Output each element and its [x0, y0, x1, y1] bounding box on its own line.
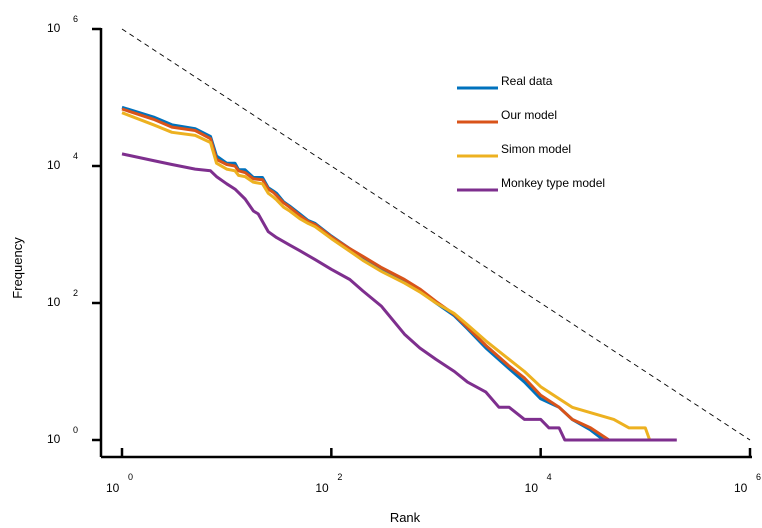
- x-tick-exponent: 6: [756, 472, 761, 482]
- y-tick-label: 10: [47, 295, 61, 309]
- x-tick-exponent: 4: [547, 472, 552, 482]
- legend-label: Monkey type model: [501, 176, 605, 190]
- series-line-real-data: [121, 105, 606, 442]
- y-tick-labels: 10 0 10 2 10 4 10 6: [47, 14, 101, 446]
- legend-label: Real data: [501, 74, 553, 88]
- x-tick-labels: 10 0 10 2 10 4 10 6: [106, 448, 761, 495]
- x-tick-exponent: 2: [337, 472, 342, 482]
- y-axis-label: Frequency: [10, 237, 25, 299]
- y-tick-exponent: 4: [73, 151, 78, 161]
- y-tick-label: 10: [47, 158, 61, 172]
- x-tick-label: 10: [315, 481, 329, 495]
- legend: Real data Our model Simon model Monkey type…: [457, 74, 605, 192]
- y-tick-exponent: 6: [73, 14, 78, 24]
- reference-line-layer: [121, 28, 751, 441]
- x-tick-exponent: 0: [128, 472, 133, 482]
- series-line-simon-model: [121, 111, 652, 441]
- x-tick-label: 10: [525, 481, 539, 495]
- series-line-our-model: [121, 107, 614, 442]
- series-layer: [121, 105, 677, 442]
- reference-line: [121, 28, 751, 441]
- x-axis-label: Rank: [390, 510, 421, 525]
- legend-label: Our model: [501, 108, 557, 122]
- series-line-monkey-type-model: [121, 152, 677, 442]
- y-tick-label: 10: [47, 432, 61, 446]
- y-tick-exponent: 2: [73, 288, 78, 298]
- y-tick-label: 10: [47, 21, 61, 35]
- y-tick-exponent: 0: [73, 425, 78, 435]
- legend-label: Simon model: [501, 142, 571, 156]
- x-tick-label: 10: [734, 481, 748, 495]
- x-tick-label: 10: [106, 481, 120, 495]
